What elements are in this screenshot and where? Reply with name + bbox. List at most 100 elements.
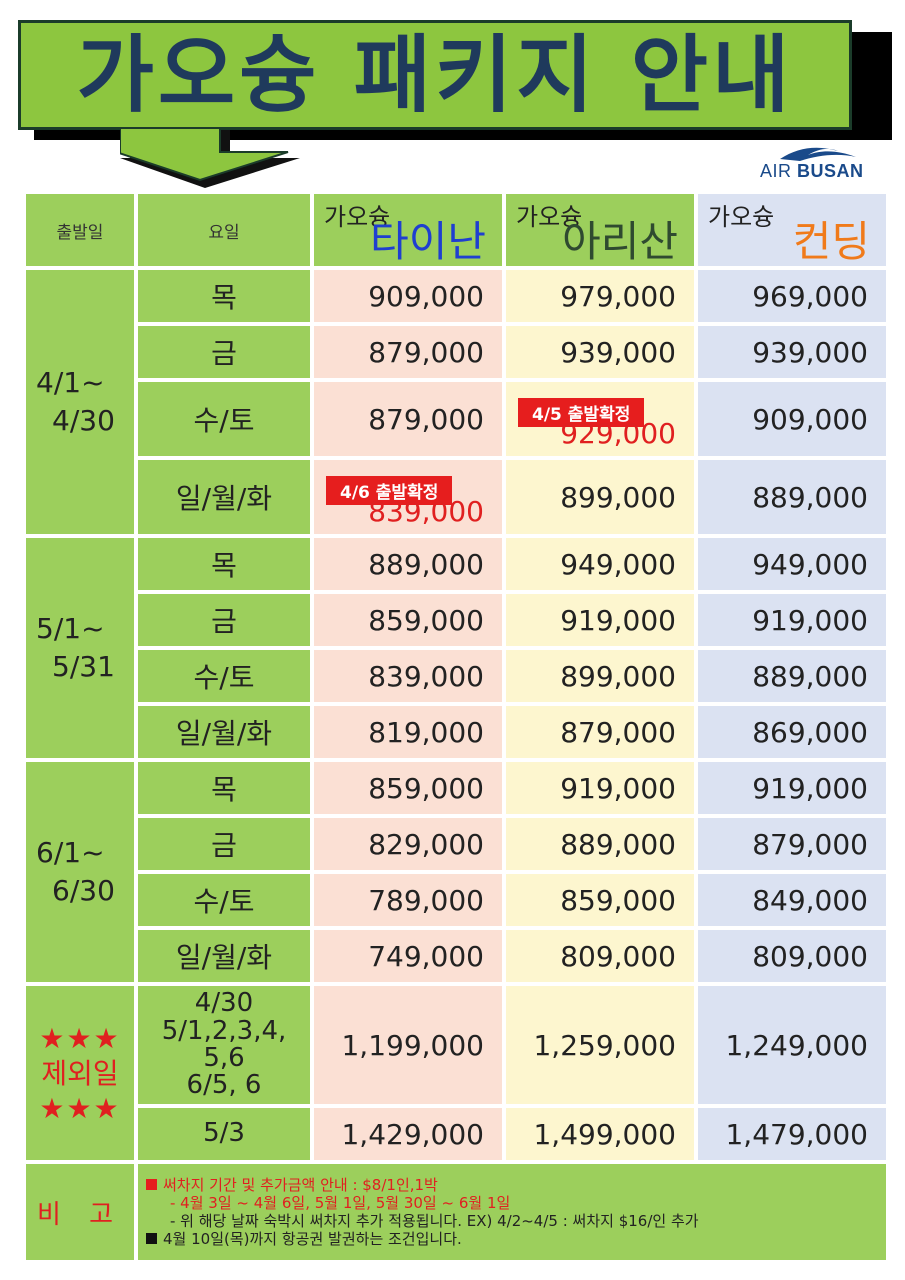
price-cell: 899,000 xyxy=(506,650,694,702)
price-cell: 749,000 xyxy=(314,930,502,982)
header-dest-2: 가오슝 아리산 xyxy=(506,194,694,266)
price-cell: 1,259,000 xyxy=(506,986,694,1104)
period-cell: 4/1~ 4/30 xyxy=(26,270,134,534)
dest-prefix: 가오슝 xyxy=(516,203,583,231)
price-value: 839,000 xyxy=(368,495,484,528)
day-cell: 수/토 xyxy=(138,382,310,456)
price-cell: 939,000 xyxy=(506,326,694,378)
price-cell: 839,000 xyxy=(314,650,502,702)
price-cell: 879,000 xyxy=(314,326,502,378)
note-line: 4월 10일(목)까지 항공권 발권하는 조건입니다. xyxy=(146,1230,878,1248)
table-row: 일/월/화 749,000 809,000 809,000 xyxy=(26,930,886,982)
price-cell: 829,000 xyxy=(314,818,502,870)
price-value: 929,000 xyxy=(560,417,676,450)
square-bullet-icon xyxy=(146,1179,157,1190)
price-cell: 889,000 xyxy=(698,650,886,702)
price-cell: 809,000 xyxy=(506,930,694,982)
note-text: 4월 10일(목)까지 항공권 발권하는 조건입니다. xyxy=(163,1230,462,1248)
exception-row: 5/3 1,429,000 1,499,000 1,479,000 xyxy=(26,1108,886,1160)
dest-prefix: 가오슝 xyxy=(324,203,391,231)
price-cell: 849,000 xyxy=(698,874,886,926)
price-cell: 889,000 xyxy=(698,460,886,534)
price-cell: 1,479,000 xyxy=(698,1108,886,1160)
day-cell: 수/토 xyxy=(138,874,310,926)
header-dest-1: 가오슝 타이난 xyxy=(314,194,502,266)
period-cell: 6/1~ 6/30 xyxy=(26,762,134,982)
table-row: 수/토 879,000 4/5 출발확정 929,000 909,000 xyxy=(26,382,886,456)
header-dest-3: 가오슝 컨딩 xyxy=(698,194,886,266)
table-row: 일/월/화 4/6 출발확정 839,000 899,000 889,000 xyxy=(26,460,886,534)
logo-air: AIR xyxy=(760,161,792,181)
period-start: 4/1~ xyxy=(36,366,105,400)
period-start: 6/1~ xyxy=(36,836,105,870)
logo-busan: BUSAN xyxy=(797,161,864,181)
note-text: 써차지 기간 및 추가금액 안내 : $8/1인,1박 xyxy=(163,1176,438,1194)
price-cell-confirmed: 4/6 출발확정 839,000 xyxy=(314,460,502,534)
price-cell: 919,000 xyxy=(506,594,694,646)
header-weekday: 요일 xyxy=(138,194,310,266)
price-cell: 879,000 xyxy=(506,706,694,758)
day-cell: 금 xyxy=(138,594,310,646)
price-cell: 1,429,000 xyxy=(314,1108,502,1160)
exception-day-line: 6/5, 6 xyxy=(186,1070,262,1101)
day-cell: 일/월/화 xyxy=(138,930,310,982)
price-cell: 859,000 xyxy=(314,594,502,646)
price-cell: 879,000 xyxy=(314,382,502,456)
exception-day-line: 4/30 xyxy=(194,988,254,1019)
table-row: 수/토 789,000 859,000 849,000 xyxy=(26,874,886,926)
price-cell: 1,249,000 xyxy=(698,986,886,1104)
title-banner: 가오슝 패키지 안내 xyxy=(18,20,852,130)
period-end: 5/31 xyxy=(52,650,115,683)
price-cell: 919,000 xyxy=(698,762,886,814)
day-cell: 목 xyxy=(138,762,310,814)
table-row: 6/1~ 6/30 목 859,000 919,000 919,000 xyxy=(26,762,886,982)
price-cell-confirmed: 4/5 출발확정 929,000 xyxy=(506,382,694,456)
notes-cell: 써차지 기간 및 추가금액 안내 : $8/1인,1박 - 4월 3일 ~ 4월… xyxy=(138,1164,886,1260)
day-cell: 목 xyxy=(138,538,310,590)
price-cell: 949,000 xyxy=(506,538,694,590)
period-end: 4/30 xyxy=(52,404,115,437)
dest-name: 타이난 xyxy=(370,216,486,266)
exception-day-line: 5,6 xyxy=(203,1043,245,1073)
day-cell: 일/월/화 xyxy=(138,706,310,758)
notes-row: 비 고 써차지 기간 및 추가금액 안내 : $8/1인,1박 - 4월 3일 … xyxy=(26,1164,886,1260)
price-cell: 909,000 xyxy=(698,382,886,456)
price-cell: 889,000 xyxy=(314,538,502,590)
arrow-down-icon xyxy=(120,128,300,188)
price-cell: 1,199,000 xyxy=(314,986,502,1104)
price-cell: 889,000 xyxy=(506,818,694,870)
price-cell: 859,000 xyxy=(506,874,694,926)
price-cell: 879,000 xyxy=(698,818,886,870)
dest-name: 컨딩 xyxy=(792,216,870,266)
exception-label: 제외일 xyxy=(41,1056,119,1090)
table-row: 일/월/화 819,000 879,000 869,000 xyxy=(26,706,886,758)
price-cell: 859,000 xyxy=(314,762,502,814)
price-cell: 1,499,000 xyxy=(506,1108,694,1160)
exception-day-line: 5/1,2,3,4, xyxy=(161,1015,287,1046)
price-cell: 869,000 xyxy=(698,706,886,758)
note-line: 써차지 기간 및 추가금액 안내 : $8/1인,1박 xyxy=(146,1176,878,1194)
table-row: 금 879,000 939,000 939,000 xyxy=(26,326,886,378)
day-cell: 목 xyxy=(138,270,310,322)
day-cell: 일/월/화 xyxy=(138,460,310,534)
air-busan-logo: AIR BUSAN xyxy=(760,143,878,185)
note-line: - 4월 3일 ~ 4월 6일, 5월 1일, 5월 30일 ~ 6월 1일 xyxy=(170,1194,511,1212)
departure-confirmed-badge: 4/6 출발확정 xyxy=(326,476,453,505)
day-cell: 금 xyxy=(138,818,310,870)
day-cell: 금 xyxy=(138,326,310,378)
price-cell: 949,000 xyxy=(698,538,886,590)
notes-label: 비 고 xyxy=(26,1164,134,1260)
table-row: 5/1~ 5/31 목 889,000 949,000 949,000 xyxy=(26,538,886,758)
price-cell: 979,000 xyxy=(506,270,694,322)
page-title: 가오슝 패키지 안내 xyxy=(76,26,794,124)
exception-days-cell: 5/3 xyxy=(138,1108,310,1160)
table-row: 수/토 839,000 899,000 889,000 xyxy=(26,650,886,702)
price-cell: 909,000 xyxy=(314,270,502,322)
dest-name: 아리산 xyxy=(562,216,678,266)
period-end: 6/30 xyxy=(52,874,115,907)
header-departure: 출발일 xyxy=(26,194,134,266)
table-header-row: 출발일 요일 가오슝 타이난 가오슝 아리산 가오슝 컨딩 xyxy=(26,194,886,266)
table-row: 4/1~ 4/30 목 909,000 979,000 969,000 xyxy=(26,270,886,534)
price-cell: 969,000 xyxy=(698,270,886,322)
price-cell: 819,000 xyxy=(314,706,502,758)
